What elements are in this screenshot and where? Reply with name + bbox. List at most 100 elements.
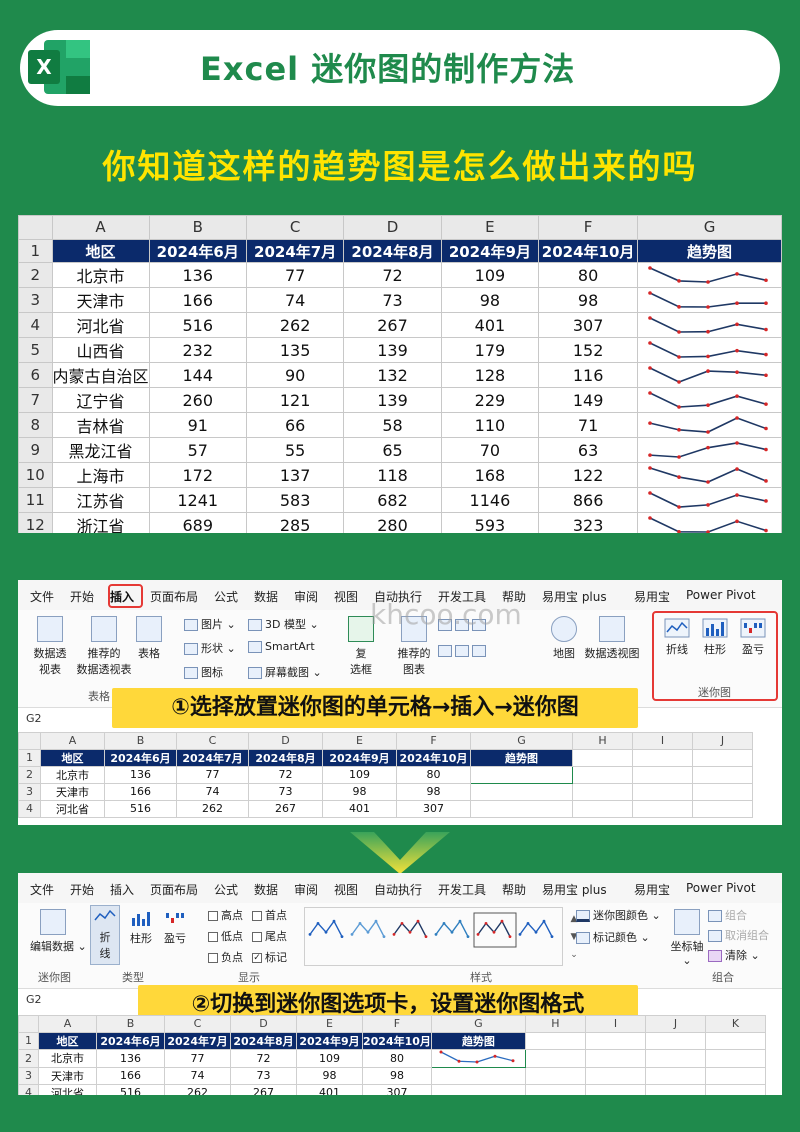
menu-tab[interactable]: 文件 (30, 883, 55, 897)
corner-cell[interactable] (18, 215, 53, 240)
empty-cell[interactable] (644, 1048, 706, 1068)
region-cell[interactable]: 天津市 (51, 287, 150, 314)
sparkline-cell[interactable] (637, 312, 782, 339)
col-header[interactable]: E (322, 732, 397, 750)
menu-tab[interactable]: Power Pivot (686, 881, 756, 895)
value-cell[interactable]: 179 (440, 337, 540, 364)
menu-tab[interactable]: 开始 (70, 883, 95, 897)
row-header[interactable]: 3 (18, 782, 41, 801)
row-header[interactable]: 12 (18, 512, 53, 533)
header-cell[interactable]: 趋势图 (430, 1031, 526, 1050)
sparkline-cell[interactable] (637, 362, 782, 389)
picture-button[interactable]: 图片 ⌄ (184, 616, 236, 632)
col-header-c[interactable]: C (245, 215, 345, 240)
value-cell[interactable]: 260 (148, 387, 247, 414)
value-cell[interactable]: 1146 (440, 487, 540, 514)
scroll-down-icon[interactable]: ▼ (571, 932, 578, 942)
header-cell[interactable]: 2024年10月 (538, 238, 639, 264)
empty-cell[interactable] (704, 1083, 766, 1095)
value-cell[interactable]: 63 (538, 437, 639, 464)
value-cell[interactable]: 262 (245, 312, 345, 339)
value-cell[interactable]: 583 (245, 487, 345, 514)
value-cell[interactable]: 98 (322, 782, 397, 801)
region-cell[interactable]: 北京市 (51, 262, 150, 289)
header-cell[interactable]: 2024年10月 (396, 748, 471, 767)
row-header[interactable]: 11 (18, 487, 53, 514)
sparkline-cell[interactable] (430, 1048, 526, 1068)
value-cell[interactable]: 74 (164, 1066, 231, 1085)
value-cell[interactable]: 55 (245, 437, 345, 464)
menu-tab[interactable]: 审阅 (294, 883, 319, 897)
value-cell[interactable]: 121 (245, 387, 345, 414)
marker-color-button[interactable]: 标记颜色 ⌄ (576, 929, 650, 945)
value-cell[interactable]: 80 (538, 262, 639, 289)
region-cell[interactable]: 内蒙古自治区 (51, 362, 150, 389)
style-gallery[interactable]: ▲ ▼ ⌄ (304, 907, 586, 967)
menu-tab[interactable]: 易用宝 (634, 883, 671, 897)
col-header[interactable]: B (104, 732, 177, 750)
value-cell[interactable]: 1241 (148, 487, 247, 514)
value-cell[interactable]: 149 (538, 387, 639, 414)
value-cell[interactable]: 80 (396, 765, 471, 784)
sparkline-winloss-button[interactable]: 盈亏 (738, 618, 768, 657)
menu-tab[interactable]: 公式 (214, 883, 239, 897)
sparkline-color-button[interactable]: 迷你图颜色 ⌄ (576, 907, 661, 923)
empty-cell[interactable] (524, 1083, 586, 1095)
empty-cell[interactable] (524, 1066, 586, 1085)
col-header-a[interactable]: A (51, 215, 150, 240)
value-cell[interactable]: 137 (245, 462, 345, 489)
col-header[interactable]: A (40, 732, 105, 750)
value-cell[interactable]: 118 (343, 462, 442, 489)
menu-tab[interactable]: 开发工具 (438, 883, 487, 897)
menu-tab[interactable]: 公式 (214, 590, 239, 604)
menu-tab[interactable]: 开发工具 (438, 590, 487, 604)
value-cell[interactable]: 122 (538, 462, 639, 489)
value-cell[interactable]: 128 (440, 362, 540, 389)
value-cell[interactable]: 401 (440, 312, 540, 339)
empty-cell[interactable] (692, 799, 753, 818)
sparkline-cell[interactable] (470, 799, 573, 818)
row-header[interactable]: 6 (18, 362, 53, 389)
chart-gallery[interactable] (438, 618, 489, 657)
row-header[interactable]: 1 (18, 748, 41, 767)
empty-cell[interactable] (644, 1083, 706, 1095)
col-header[interactable]: G (470, 732, 573, 750)
value-cell[interactable]: 109 (296, 1048, 363, 1068)
value-cell[interactable]: 98 (538, 287, 639, 314)
header-cell[interactable]: 2024年7月 (164, 1031, 231, 1050)
sparkline-cell[interactable] (637, 412, 782, 439)
region-cell[interactable]: 北京市 (38, 1048, 97, 1068)
menu-tab[interactable]: 页面布局 (150, 590, 199, 604)
first-point-checkbox[interactable]: 首点 (252, 907, 287, 923)
col-header[interactable]: J (644, 1015, 706, 1033)
value-cell[interactable]: 280 (343, 512, 442, 533)
menu-tab[interactable]: 插入 (110, 590, 135, 604)
menu-tab[interactable]: 数据 (254, 883, 279, 897)
row-header[interactable]: 10 (18, 462, 53, 489)
value-cell[interactable]: 70 (440, 437, 540, 464)
empty-cell[interactable] (584, 1031, 646, 1050)
sparkline-cell[interactable] (470, 782, 573, 801)
empty-cell[interactable] (584, 1083, 646, 1095)
row-header[interactable]: 2 (18, 262, 53, 289)
row-header[interactable]: 9 (18, 437, 53, 464)
value-cell[interactable]: 267 (230, 1083, 297, 1095)
value-cell[interactable]: 166 (148, 287, 247, 314)
menu-tab[interactable]: 易用宝 plus (542, 883, 607, 897)
sparkline-cell[interactable] (470, 765, 573, 784)
region-cell[interactable]: 河北省 (40, 799, 105, 818)
high-point-checkbox[interactable]: 高点 (208, 907, 243, 923)
name-box[interactable]: G2 (26, 712, 42, 725)
empty-cell[interactable] (632, 765, 693, 784)
value-cell[interactable]: 136 (104, 765, 177, 784)
region-cell[interactable]: 天津市 (38, 1066, 97, 1085)
col-header[interactable]: C (176, 732, 249, 750)
row-header[interactable]: 3 (18, 1066, 39, 1085)
scroll-up-icon[interactable]: ▲ (571, 914, 578, 924)
header-cell[interactable]: 2024年8月 (230, 1031, 297, 1050)
sparkline-column-button[interactable]: 柱形 (700, 618, 730, 657)
value-cell[interactable]: 267 (248, 799, 323, 818)
menu-tab[interactable]: 文件 (30, 590, 55, 604)
empty-cell[interactable] (584, 1066, 646, 1085)
ungroup-button[interactable]: 取消组合 (708, 927, 769, 943)
